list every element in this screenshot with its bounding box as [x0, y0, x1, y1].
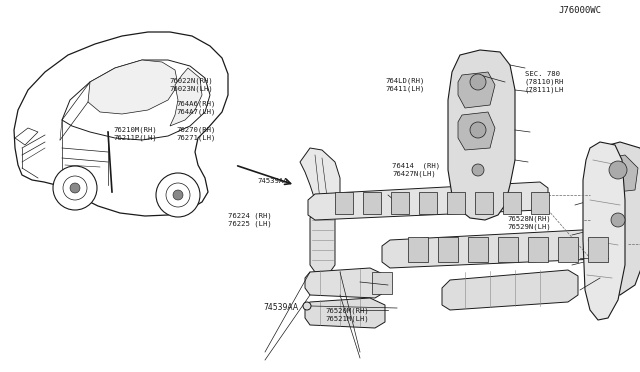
Bar: [408, 237, 428, 262]
Circle shape: [472, 164, 484, 176]
Polygon shape: [448, 50, 515, 220]
Text: SEC. 780
(78110)RH
(78111)LH: SEC. 780 (78110)RH (78111)LH: [525, 71, 564, 93]
Circle shape: [470, 122, 486, 138]
Polygon shape: [308, 182, 548, 220]
Bar: [335, 192, 353, 214]
Polygon shape: [62, 60, 210, 140]
Text: J76000WC: J76000WC: [559, 6, 602, 15]
Polygon shape: [14, 32, 228, 216]
Text: 764LD(RH)
76411(LH): 764LD(RH) 76411(LH): [386, 78, 426, 92]
Bar: [438, 237, 458, 262]
Polygon shape: [170, 68, 202, 126]
Bar: [447, 192, 465, 214]
Bar: [372, 272, 392, 294]
Bar: [588, 237, 608, 262]
Bar: [391, 192, 409, 214]
Bar: [498, 237, 518, 262]
Bar: [503, 192, 521, 214]
Bar: [419, 192, 437, 214]
Bar: [528, 237, 548, 262]
Text: 764A6(RH)
764A7(LH): 764A6(RH) 764A7(LH): [177, 101, 216, 115]
Polygon shape: [382, 228, 628, 268]
Bar: [531, 192, 549, 214]
Polygon shape: [442, 270, 578, 310]
Circle shape: [166, 183, 190, 207]
Polygon shape: [305, 298, 385, 328]
Text: 76414  (RH)
76427N(LH): 76414 (RH) 76427N(LH): [392, 162, 440, 176]
Text: 76520M(RH)
76521M(LH): 76520M(RH) 76521M(LH): [325, 307, 369, 321]
Text: 74539AA: 74539AA: [263, 304, 298, 312]
Circle shape: [53, 166, 97, 210]
Circle shape: [611, 213, 625, 227]
Polygon shape: [458, 112, 495, 150]
Circle shape: [609, 161, 627, 179]
Bar: [468, 237, 488, 262]
Circle shape: [63, 176, 87, 200]
Polygon shape: [458, 72, 495, 108]
Polygon shape: [310, 208, 335, 272]
Text: 76022N(RH)
76023N(LH): 76022N(RH) 76023N(LH): [170, 78, 213, 92]
Text: 76528N(RH)
76529N(LH): 76528N(RH) 76529N(LH): [508, 216, 551, 230]
Circle shape: [156, 173, 200, 217]
Circle shape: [70, 183, 80, 193]
Bar: [475, 192, 493, 214]
Polygon shape: [300, 148, 340, 208]
Circle shape: [470, 74, 486, 90]
Polygon shape: [305, 268, 385, 298]
Circle shape: [303, 302, 311, 310]
Polygon shape: [595, 155, 638, 193]
Polygon shape: [88, 60, 178, 114]
Bar: [558, 237, 578, 262]
Circle shape: [173, 190, 183, 200]
Text: 76270(RH)
76271(LH): 76270(RH) 76271(LH): [177, 127, 216, 141]
Text: 74539AA: 74539AA: [257, 178, 288, 184]
Text: 76210M(RH)
76211P(LH): 76210M(RH) 76211P(LH): [114, 127, 157, 141]
Text: 76224 (RH)
76225 (LH): 76224 (RH) 76225 (LH): [228, 212, 271, 227]
Bar: [363, 192, 381, 214]
Polygon shape: [583, 142, 625, 320]
Polygon shape: [15, 128, 38, 145]
Polygon shape: [590, 142, 640, 295]
